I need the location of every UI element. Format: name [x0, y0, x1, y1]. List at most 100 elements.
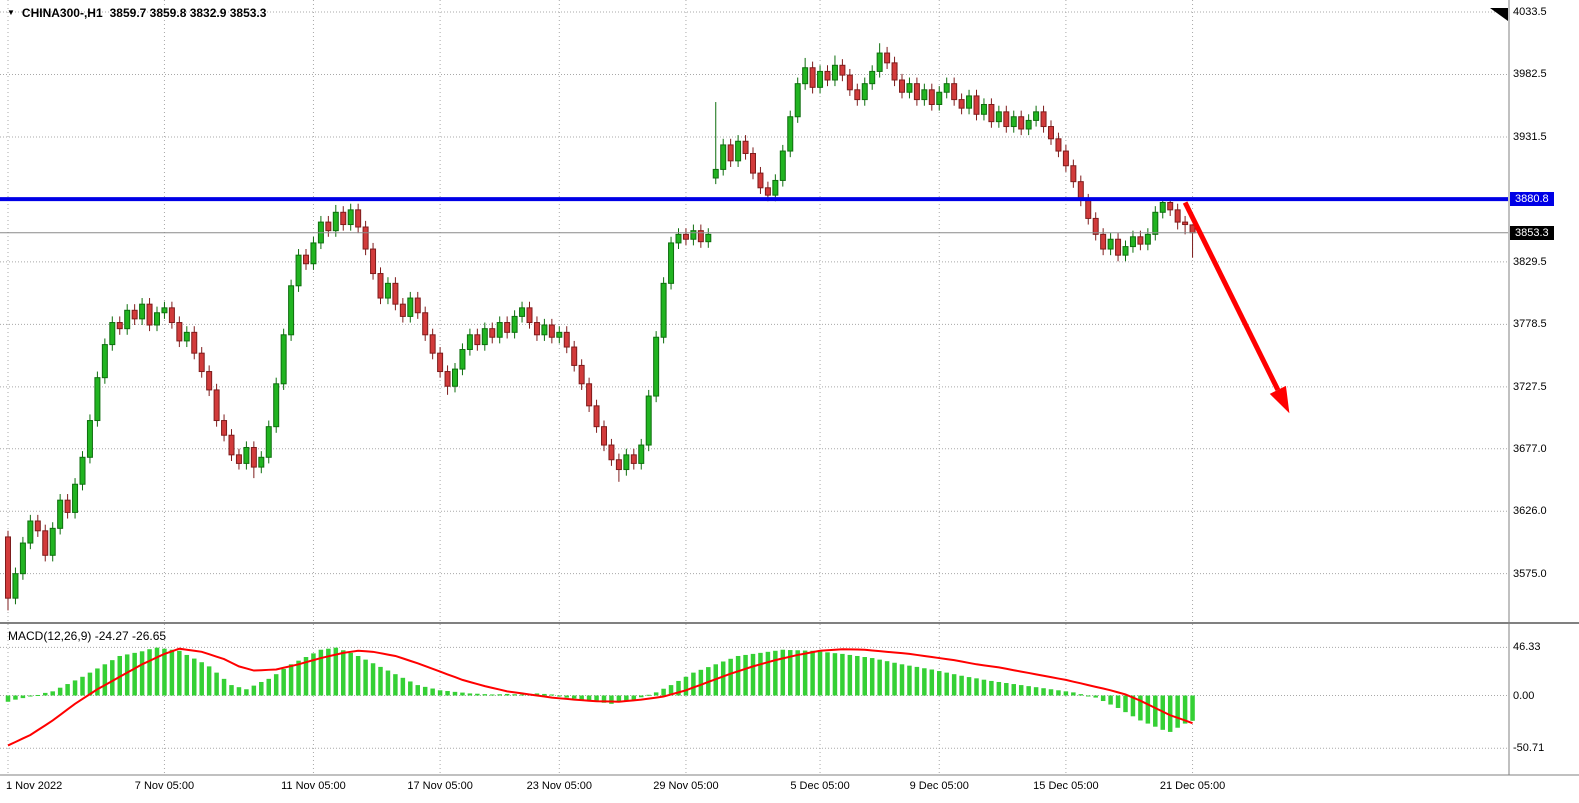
macd-histogram-bar — [817, 651, 823, 696]
time-axis-label: 7 Nov 05:00 — [134, 780, 195, 792]
macd-histogram-bar — [370, 663, 376, 696]
symbol-timeframe-text: CHINA300-,H1 — [21, 6, 103, 20]
macd-histogram-bar — [624, 695, 629, 702]
candle-body — [519, 307, 526, 317]
macd-histogram-bar — [214, 672, 219, 696]
candle-body — [951, 83, 958, 101]
macd-histogram-bar — [355, 655, 361, 696]
candle-body — [146, 303, 153, 326]
candle-body — [1152, 211, 1159, 235]
candle-body — [198, 352, 205, 373]
macd-histogram-bar — [1078, 694, 1084, 696]
macd-histogram-bar — [288, 664, 294, 696]
macd-histogram-bar — [303, 657, 309, 696]
macd-histogram-bar — [460, 692, 465, 696]
time-axis-label: 5 Dec 05:00 — [790, 780, 850, 792]
candle-body — [466, 334, 473, 350]
macd-histogram-bar — [1190, 695, 1195, 721]
candle-body — [660, 282, 667, 338]
macd-histogram-bar — [467, 693, 473, 696]
macd-histogram-bar — [452, 691, 458, 696]
macd-histogram-bar — [780, 649, 786, 696]
symbol-dropdown-icon: ▼ — [7, 8, 15, 17]
macd-axis-label: 46.33 — [1513, 641, 1541, 654]
candle-body — [347, 209, 354, 226]
candle-body — [846, 74, 853, 91]
candle-body — [377, 273, 384, 299]
candle-body — [586, 383, 593, 407]
macd-histogram-bar — [735, 655, 741, 696]
macd-histogram-bar — [378, 666, 383, 696]
macd-histogram-bar — [5, 695, 11, 702]
candle-body — [1003, 111, 1010, 128]
macd-histogram-bar — [922, 668, 927, 696]
candle-body — [1182, 221, 1189, 226]
candle-body — [206, 371, 213, 391]
macd-histogram-bar — [154, 647, 160, 696]
candle-body — [131, 309, 138, 320]
macd-histogram-bar — [996, 681, 1002, 696]
macd-histogram-bar — [244, 689, 249, 696]
candle-body — [250, 446, 257, 468]
candle-body — [1122, 246, 1129, 256]
candle-body — [1070, 165, 1077, 183]
bid-price-label: 3853.3 — [1510, 225, 1554, 240]
candle-body — [653, 336, 660, 397]
macd-histogram-bar — [1182, 695, 1188, 724]
macd-histogram-bar — [631, 695, 637, 700]
candle-body — [899, 79, 905, 93]
candle-body — [1085, 199, 1092, 219]
macd-histogram-bar — [132, 652, 137, 696]
macd-histogram-bar — [981, 679, 987, 696]
candle-body — [563, 331, 570, 348]
macd-histogram-bar — [1048, 689, 1054, 696]
time-axis-label: 23 Nov 05:00 — [526, 780, 593, 792]
candle-body — [1048, 126, 1054, 140]
macd-histogram-bar — [691, 672, 696, 696]
candle-body — [474, 334, 481, 346]
macd-histogram-bar — [251, 685, 257, 696]
candle-body — [720, 144, 727, 170]
candle-body — [295, 254, 302, 287]
candle-body — [601, 426, 607, 446]
macd-histogram-bar — [1153, 695, 1158, 727]
candle-body — [265, 426, 272, 458]
macd-histogram-bar — [400, 677, 406, 696]
macd-histogram-bar — [1056, 690, 1061, 696]
candle-body — [548, 324, 555, 338]
macd-histogram-bar — [87, 672, 93, 696]
candle-body — [921, 89, 928, 101]
price-axis-label: 3829.5 — [1513, 255, 1547, 268]
price-axis-label: 3727.5 — [1513, 380, 1547, 393]
macd-histogram-bar — [1167, 695, 1173, 732]
candle-body — [757, 172, 764, 189]
macd-histogram-bar — [13, 695, 18, 700]
trend-arrow-line[interactable] — [1182, 201, 1281, 392]
candle-body — [668, 242, 675, 284]
candle-body — [221, 420, 228, 436]
candle-body — [831, 64, 838, 81]
macd-histogram-bar — [296, 660, 301, 696]
macd-histogram-bar — [281, 668, 286, 696]
candle-body — [623, 454, 630, 471]
macd-histogram-bar — [199, 662, 204, 696]
candle-body — [973, 95, 980, 115]
candle-body — [906, 83, 913, 93]
trend-arrow-head[interactable] — [1269, 385, 1290, 414]
macd-histogram-bar — [385, 670, 391, 696]
macd-histogram-bar — [1026, 686, 1031, 696]
candle-body — [884, 52, 891, 64]
candle-body — [936, 91, 943, 105]
candle-body — [355, 209, 362, 228]
macd-histogram-bar — [907, 665, 912, 696]
macd-histogram-bar — [877, 659, 882, 696]
macd-histogram-bar — [348, 652, 353, 696]
candle-body — [1018, 116, 1025, 130]
price-axis-label: 4033.5 — [1513, 6, 1547, 18]
candle-body — [79, 456, 86, 485]
macd-histogram-bar — [743, 654, 748, 696]
candle-body — [682, 233, 689, 240]
candle-body — [42, 530, 49, 556]
